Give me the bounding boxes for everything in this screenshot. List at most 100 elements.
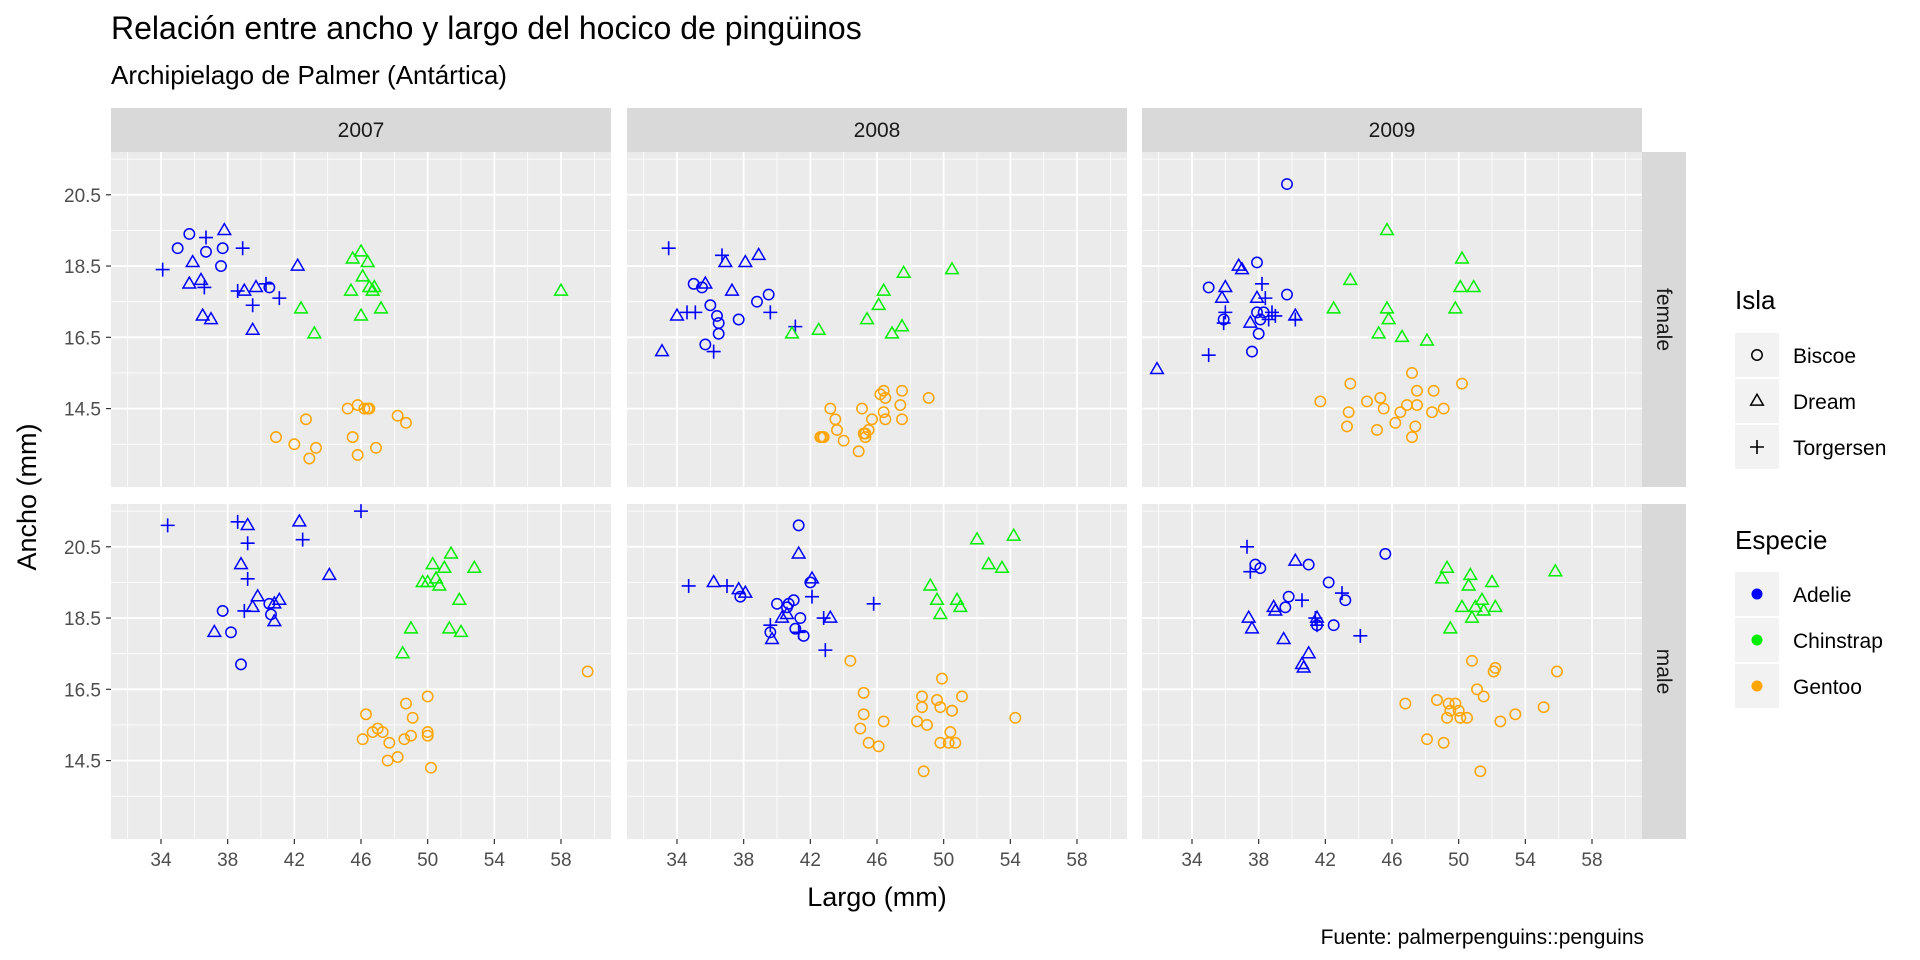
- y-tick-label: 18.5: [64, 609, 101, 630]
- data-point: [310, 441, 322, 454]
- data-point: [877, 384, 890, 397]
- data-point: [354, 504, 368, 519]
- data-point: [737, 584, 753, 598]
- data-point: [871, 296, 887, 311]
- legend-symbol: [1751, 349, 1763, 361]
- data-point: [764, 631, 780, 645]
- legend-title: Isla: [1735, 285, 1776, 315]
- y-axis-label: Ancho (mm): [12, 423, 42, 570]
- data-point: [879, 391, 892, 404]
- data-point: [931, 694, 943, 706]
- facet-strip-label: 2009: [1369, 119, 1416, 142]
- data-point: [1474, 765, 1487, 778]
- data-point: [751, 247, 767, 261]
- data-point: [879, 413, 892, 426]
- data-point: [240, 571, 255, 586]
- x-tick-label: 46: [866, 850, 887, 871]
- data-point: [288, 438, 301, 451]
- data-point: [1406, 431, 1418, 444]
- data-point: [199, 230, 213, 245]
- data-point: [270, 431, 282, 444]
- data-point: [816, 611, 831, 626]
- data-point: [351, 448, 364, 461]
- data-point: [704, 299, 717, 312]
- data-point: [183, 228, 196, 240]
- facet-strip-2008: [627, 108, 1127, 152]
- data-point: [1265, 305, 1279, 320]
- chart-subtitle: Archipielago de Palmer (Antártica): [111, 60, 507, 90]
- x-tick-label: 42: [284, 850, 305, 871]
- data-point: [306, 325, 322, 339]
- data-point: [200, 245, 212, 258]
- legend-key: [1735, 333, 1779, 377]
- x-tick-label: 34: [1181, 850, 1203, 871]
- data-point: [934, 736, 947, 749]
- data-point: [1476, 602, 1492, 616]
- data-point: [805, 589, 819, 604]
- data-point: [553, 282, 569, 296]
- data-point: [373, 300, 389, 314]
- data-point: [929, 591, 945, 606]
- data-point: [876, 282, 892, 296]
- legend-key: [1735, 379, 1779, 423]
- data-point: [852, 445, 865, 458]
- data-point: [1411, 399, 1423, 411]
- x-axis-ticks: 34 38 42 46 50 54 58 34 38 42 46 50 54 58 34 38 42 46 50 54…: [150, 839, 1603, 871]
- facet-panels: 2007 2008 2009 female male: [111, 108, 1686, 839]
- data-point: [916, 690, 928, 703]
- data-point: [1452, 704, 1465, 717]
- data-point: [237, 603, 252, 618]
- data-point: [782, 597, 795, 610]
- data-point: [896, 264, 912, 279]
- data-point: [771, 597, 783, 610]
- data-point: [431, 577, 447, 591]
- data-point: [272, 291, 287, 306]
- data-point: [1484, 574, 1500, 588]
- data-point: [792, 519, 805, 532]
- data-point: [1327, 619, 1340, 632]
- data-point: [391, 409, 404, 422]
- chart-caption: Fuente: palmerpenguins::penguins: [1321, 926, 1644, 949]
- data-point: [804, 570, 820, 584]
- data-point: [981, 556, 997, 570]
- data-point: [365, 282, 381, 296]
- facet-strip-label: 2008: [854, 119, 901, 142]
- data-point: [1301, 645, 1317, 659]
- data-point: [1377, 402, 1390, 415]
- data-point: [443, 545, 459, 559]
- data-point: [1308, 611, 1323, 626]
- data-point: [1394, 329, 1410, 343]
- legend-symbol: [1750, 440, 1764, 454]
- data-point: [1426, 406, 1438, 419]
- data-point: [160, 518, 175, 533]
- data-point: [230, 514, 245, 529]
- data-point: [1547, 563, 1563, 577]
- data-point: [1419, 332, 1435, 346]
- data-point: [857, 686, 870, 699]
- legend-label: Gentoo: [1793, 676, 1862, 699]
- data-point: [1339, 594, 1352, 607]
- x-tick-label: 42: [1315, 850, 1336, 871]
- data-point: [1281, 178, 1293, 191]
- data-point: [946, 704, 958, 717]
- data-point: [732, 313, 745, 326]
- data-point: [1310, 618, 1324, 633]
- data-point: [215, 260, 227, 272]
- data-point: [1537, 701, 1550, 714]
- data-point: [1344, 377, 1357, 390]
- data-point: [1551, 665, 1563, 678]
- series-gentoo: [270, 367, 1563, 778]
- data-point: [932, 606, 948, 620]
- data-point: [1251, 256, 1263, 269]
- data-point: [406, 711, 419, 724]
- data-point: [400, 697, 412, 710]
- facet-strip-male: [1642, 504, 1686, 839]
- data-point: [291, 513, 307, 527]
- x-axis-label: Largo (mm): [807, 882, 947, 912]
- legend-especie: Especie Adelie Chinstrap Gentoo: [1735, 525, 1883, 708]
- data-point: [250, 588, 266, 602]
- data-point: [1477, 690, 1490, 703]
- data-point: [894, 318, 910, 332]
- data-point: [581, 665, 594, 678]
- data-point: [859, 311, 875, 325]
